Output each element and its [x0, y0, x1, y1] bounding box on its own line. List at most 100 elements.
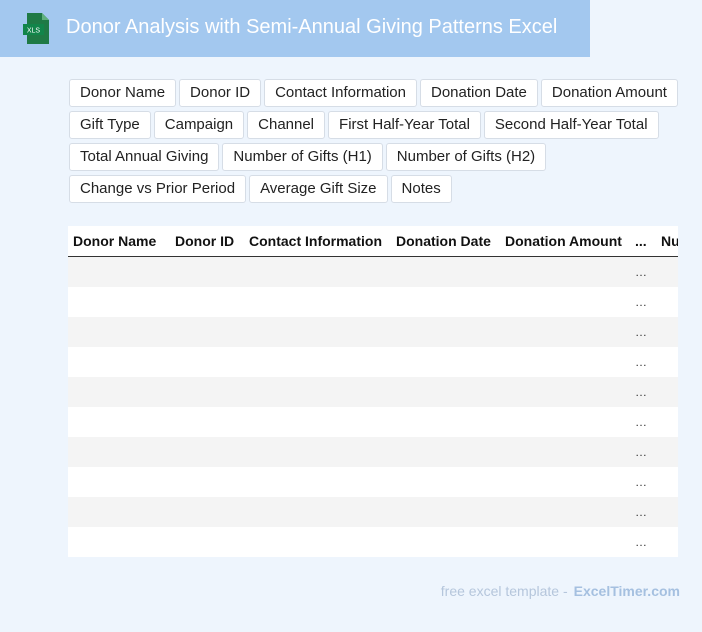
- table-cell: [244, 407, 391, 437]
- column-header: Contact Information: [244, 226, 391, 257]
- table-cell: [656, 317, 678, 347]
- tag[interactable]: Donation Date: [419, 79, 538, 107]
- tag[interactable]: Number of Gifts (H2): [385, 143, 547, 171]
- table-cell: [68, 497, 170, 527]
- header-row: Donor Name Donor ID Contact Information Don…: [68, 226, 678, 257]
- table-cell: [500, 347, 630, 377]
- table-cell: [391, 497, 500, 527]
- footer-brand[interactable]: ExcelTimer.com: [573, 583, 680, 599]
- table-row: …: [68, 407, 678, 437]
- table-row: …: [68, 497, 678, 527]
- table-cell: [170, 467, 244, 497]
- tag[interactable]: Contact Information: [264, 79, 417, 107]
- table-cell: …: [635, 355, 647, 369]
- table-cell: [391, 437, 500, 467]
- table-cell: [68, 437, 170, 467]
- table-cell: [391, 467, 500, 497]
- table-cell: [170, 527, 244, 557]
- table-cell: [170, 437, 244, 467]
- table-cell: [68, 467, 170, 497]
- table-row: …: [68, 467, 678, 497]
- column-header: Donor Name: [68, 226, 170, 257]
- table-row: …: [68, 527, 678, 557]
- column-header: Donation Date: [391, 226, 500, 257]
- table-row: …: [68, 347, 678, 377]
- xls-icon: XLS: [23, 13, 49, 44]
- column-header: Donor ID: [170, 226, 244, 257]
- table-cell: [500, 317, 630, 347]
- table-cell: [656, 347, 678, 377]
- table-cell: [391, 347, 500, 377]
- tag[interactable]: Change vs Prior Period: [69, 175, 247, 203]
- table-cell: [244, 256, 391, 287]
- table-cell: [170, 407, 244, 437]
- column-header: ...: [630, 226, 656, 257]
- footer: free excel template - ExcelTimer.com: [441, 583, 680, 599]
- table-cell: [68, 317, 170, 347]
- tag[interactable]: Number of Gifts (H1): [222, 143, 383, 171]
- table-cell: [656, 467, 678, 497]
- table-cell: [68, 407, 170, 437]
- table-cell: [656, 497, 678, 527]
- tag[interactable]: Donor Name: [69, 79, 177, 107]
- table-cell: [500, 497, 630, 527]
- table-cell: …: [630, 377, 656, 407]
- table-cell: [170, 256, 244, 287]
- tag[interactable]: First Half-Year Total: [328, 111, 481, 139]
- table-cell: [391, 317, 500, 347]
- icon-label: XLS: [27, 27, 41, 34]
- table-cell: [500, 256, 630, 287]
- table-cell: [656, 437, 678, 467]
- table-cell: [656, 527, 678, 557]
- tag[interactable]: Gift Type: [69, 111, 151, 139]
- tag[interactable]: Donation Amount: [540, 79, 678, 107]
- table-cell: [68, 377, 170, 407]
- table-cell: [244, 287, 391, 317]
- table-cell: [244, 527, 391, 557]
- table-row: …: [68, 287, 678, 317]
- column-header: Number of Gifts (H1): [656, 226, 678, 257]
- table-row: …: [68, 377, 678, 407]
- table-cell: [244, 497, 391, 527]
- tag[interactable]: Total Annual Giving: [69, 143, 220, 171]
- table-cell: [170, 287, 244, 317]
- table-cell: [68, 256, 170, 287]
- table-container: Donor Name Donor ID Contact Information Don…: [68, 226, 678, 557]
- table-cell: [500, 377, 630, 407]
- table-cell: [68, 527, 170, 557]
- table-cell: [656, 256, 678, 287]
- table-cell: [170, 497, 244, 527]
- tag[interactable]: Notes: [390, 175, 452, 203]
- table-cell: [244, 437, 391, 467]
- table-cell: …: [635, 415, 647, 429]
- table-cell: [68, 287, 170, 317]
- table-cell: [244, 317, 391, 347]
- title: Donor Analysis with Semi-Annual Giving P…: [66, 16, 558, 38]
- table-cell: [244, 377, 391, 407]
- tag[interactable]: Channel: [247, 111, 326, 139]
- table-cell: [500, 467, 630, 497]
- table-cell: …: [630, 437, 656, 467]
- table-cell: [170, 347, 244, 377]
- table-cell: [391, 377, 500, 407]
- table-cell: …: [630, 317, 656, 347]
- table-cell: [391, 407, 500, 437]
- tag[interactable]: Second Half-Year Total: [483, 111, 659, 139]
- table-cell: …: [630, 497, 656, 527]
- table-row: …: [68, 256, 678, 287]
- tag[interactable]: Average Gift Size: [249, 175, 388, 203]
- table-row: …: [68, 437, 678, 467]
- tag[interactable]: Donor ID: [179, 79, 262, 107]
- table-cell: [244, 347, 391, 377]
- table-cell: [391, 287, 500, 317]
- table-cell: …: [635, 295, 647, 309]
- table-cell: …: [635, 475, 647, 489]
- table-row: …: [68, 317, 678, 347]
- tag[interactable]: Campaign: [153, 111, 245, 139]
- tag-list: Donor Name Donor ID Contact Information Don…: [69, 79, 681, 203]
- table-cell: [500, 527, 630, 557]
- column-header: Donation Amount: [500, 226, 630, 257]
- table-cell: [170, 317, 244, 347]
- table-cell: [656, 407, 678, 437]
